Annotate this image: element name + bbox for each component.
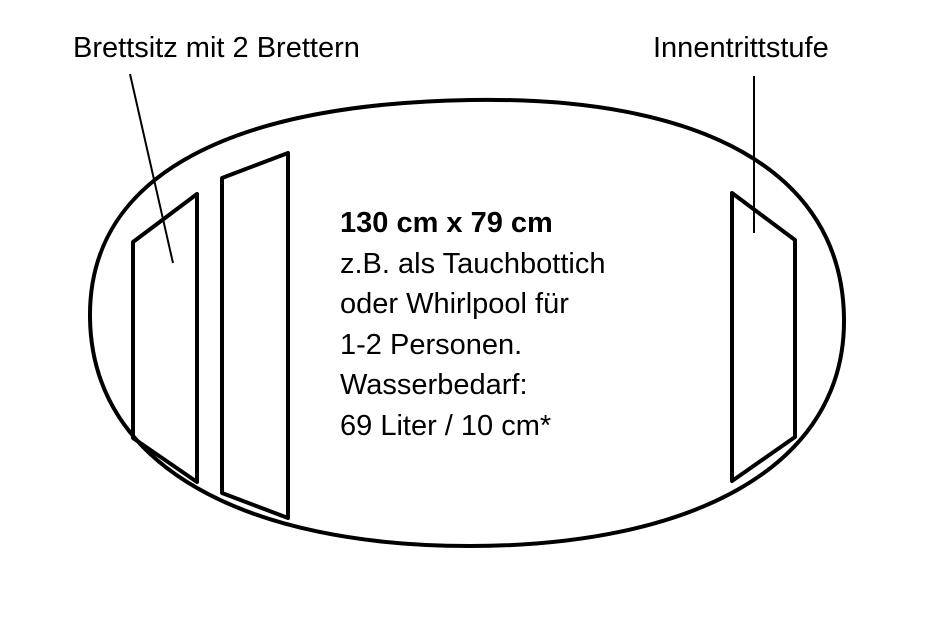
inner-step [730,191,797,483]
seat-board-1 [131,192,199,484]
seat-label: Brettsitz mit 2 Brettern [73,32,360,64]
info-line: oder Whirlpool für [340,288,569,320]
seat-board-2 [220,151,290,520]
leader-line-seat [129,73,174,264]
info-line: z.B. als Tauchbottich [340,247,606,280]
info-line: 69 Liter / 10 cm* [340,409,552,442]
step-label: Innentrittstufe [653,32,829,64]
info-line: 1-2 Personen. [340,328,523,361]
tub-outline [87,97,847,549]
info-line: Wasserbedarf: [340,369,528,401]
info-block: 130 cm x 79 cm z.B. als Tauchbottich ode… [340,203,605,446]
dimensions-text: 130 cm x 79 cm [340,207,553,239]
